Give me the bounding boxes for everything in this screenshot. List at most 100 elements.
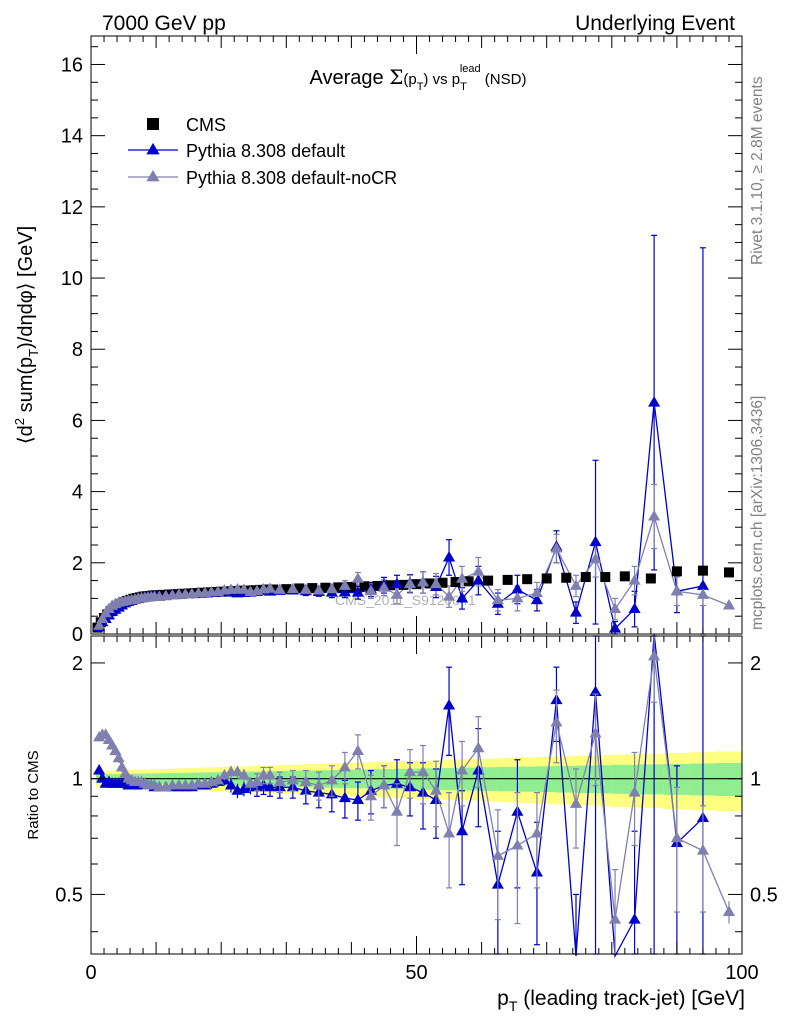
triangle-marker [338, 760, 351, 772]
triangle-marker [443, 590, 456, 601]
data-point-square [600, 572, 611, 583]
triangle-marker [472, 574, 485, 585]
y-tick-label: 2 [750, 653, 761, 675]
triangle-marker [231, 765, 244, 777]
triangle-marker [429, 784, 443, 795]
ratio-y-axis-label: Ratio to CMS [25, 750, 42, 839]
triangle-marker [550, 716, 563, 727]
triangle-marker [299, 775, 312, 787]
triangle-marker [628, 574, 641, 585]
triangle-marker [511, 839, 524, 850]
main-title: Average Σ(pT) vs pTlead (NSD) [310, 63, 527, 93]
triangle-marker [273, 775, 286, 787]
triangle-marker [218, 768, 231, 780]
triangle-marker [569, 797, 583, 808]
triangle-marker [429, 577, 443, 589]
triangle-marker [589, 535, 602, 547]
triangle-marker [325, 773, 338, 785]
y-tick-label: 16 [61, 54, 83, 76]
uncertainty-band-inner [637, 764, 665, 795]
triangle-marker [377, 581, 390, 592]
data-point-square [385, 580, 396, 591]
legend-label: Pythia 8.308 default [186, 141, 345, 161]
triangle-marker [609, 602, 622, 614]
triangle-marker [96, 612, 109, 624]
triangle-marker [530, 586, 543, 598]
triangle-marker [263, 768, 277, 780]
y-tick-label: 0.5 [55, 884, 83, 906]
uncertainty-band-inner [715, 762, 743, 797]
legend-label: CMS [186, 115, 226, 135]
triangle-marker [312, 779, 325, 790]
triangle-marker [456, 591, 469, 603]
triangle-marker [628, 602, 641, 614]
triangle-marker [390, 777, 404, 788]
triangle-marker [589, 727, 602, 738]
main-y-axis: 0 2 4 6 8 10 12 14 16 [61, 46, 742, 646]
triangle-marker [628, 913, 641, 924]
triangle-marker [530, 593, 543, 605]
triangle-marker [696, 844, 709, 855]
triangle-marker [628, 786, 641, 797]
ratio-x-axis: 0 50 100 [85, 636, 759, 984]
legend-marker-square [147, 118, 159, 130]
triangle-marker [146, 142, 160, 155]
data-point-square [294, 583, 305, 594]
triangle-marker [443, 699, 456, 710]
y-tick-label: 6 [72, 410, 83, 432]
triangle-marker [273, 583, 286, 594]
legend-label: Pythia 8.308 default-noCR [186, 168, 397, 188]
triangle-marker [250, 775, 264, 787]
data-point-square [424, 578, 435, 589]
triangle-marker [609, 913, 622, 924]
triangle-marker [648, 649, 661, 661]
triangle-marker [550, 542, 563, 553]
triangle-marker [472, 565, 485, 576]
triangle-marker [569, 579, 583, 590]
triangle-marker [390, 577, 404, 589]
triangle-marker [93, 619, 106, 630]
triangle-marker [403, 765, 417, 777]
triangle-marker [648, 396, 661, 407]
triangle-marker [146, 169, 160, 182]
y-tick-label: 1 [750, 769, 761, 791]
triangle-marker [472, 741, 485, 753]
data-point-square [619, 571, 630, 582]
data-point-square [483, 575, 494, 586]
main-x-ticks [90, 36, 743, 634]
data-point-square [645, 573, 656, 584]
header-left-label: 7000 GeV pp [102, 12, 226, 35]
triangle-marker [416, 765, 430, 777]
triangle-marker [456, 824, 469, 836]
triangle-marker [696, 579, 709, 590]
triangle-marker [648, 510, 661, 521]
triangle-marker [670, 831, 683, 843]
triangle-marker [569, 606, 583, 617]
triangle-marker [351, 793, 364, 805]
y-tick-label: 12 [61, 197, 83, 219]
y-tick-label: 14 [61, 126, 83, 148]
y-tick-label: 2 [72, 553, 83, 575]
triangle-marker [237, 768, 251, 780]
triangle-marker [338, 791, 351, 803]
ratio-panel: 0.5 0.5 1 1 2 2 0 50 100 Ratio to CMS pT (leadi… [25, 633, 778, 1014]
y-tick-label: 0 [72, 624, 83, 646]
data-point-square [411, 579, 422, 590]
data-point-square [463, 576, 474, 587]
triangle-marker [338, 579, 351, 590]
triangle-marker [511, 583, 524, 594]
triangle-marker [456, 764, 469, 775]
y-tick-label: 0.5 [750, 884, 778, 906]
triangle-marker [443, 550, 456, 562]
triangle-marker [722, 905, 736, 917]
triangle-marker [364, 584, 377, 596]
triangle-marker [377, 779, 390, 790]
ratio-y-axis: 0.5 0.5 1 1 2 2 [55, 653, 778, 933]
triangle-marker [312, 584, 325, 595]
triangle-marker [338, 585, 351, 597]
y-tick-label: 8 [72, 339, 83, 361]
triangle-marker [670, 584, 683, 596]
triangle-marker [511, 591, 524, 603]
triangle-marker [299, 583, 312, 594]
